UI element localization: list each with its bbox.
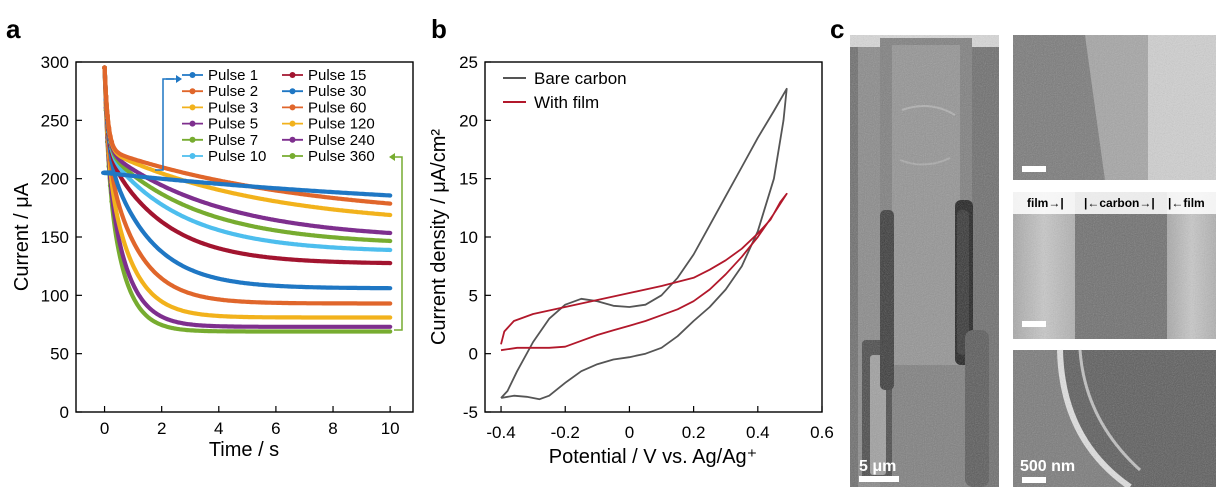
legend-marker bbox=[189, 88, 196, 95]
series-pulse-1 bbox=[100, 170, 393, 198]
legend-label: Pulse 30 bbox=[308, 83, 366, 100]
legend-label: Pulse 5 bbox=[208, 116, 258, 133]
chart-a-xtick-label: 2 bbox=[157, 419, 166, 438]
chart-b-xtick-label: 0 bbox=[625, 423, 634, 442]
legend-marker bbox=[289, 104, 296, 111]
series-pulse-3 bbox=[102, 65, 393, 218]
chart-a-ytick-label: 100 bbox=[41, 286, 69, 305]
chart-a-ytick-label: 50 bbox=[50, 345, 69, 364]
legend-label: Pulse 7 bbox=[208, 132, 258, 149]
legend-marker bbox=[289, 153, 296, 159]
chart-a-ylabel: Current / μA bbox=[11, 182, 33, 291]
series-marker bbox=[109, 170, 115, 176]
chart-a-ytick-label: 0 bbox=[60, 403, 69, 422]
sem-bottom-scalebar-label: 500 nm bbox=[1020, 458, 1075, 475]
sem-label-carbon: |←carbon→| bbox=[1084, 196, 1155, 210]
legend-label: With film bbox=[534, 93, 599, 112]
series-marker bbox=[105, 112, 110, 118]
panel-letter-a: a bbox=[6, 14, 21, 44]
legend-marker bbox=[289, 136, 296, 143]
sem-label-film-right: |←film bbox=[1168, 196, 1205, 210]
series-marker bbox=[102, 65, 107, 71]
chart-b-ytick-label: -5 bbox=[463, 403, 478, 422]
legend-label: Pulse 60 bbox=[308, 99, 366, 116]
sem-middle-image: film→| |←carbon→| |←film bbox=[1013, 192, 1216, 339]
series-marker bbox=[103, 93, 109, 99]
sem-main-image: 5 μm bbox=[850, 35, 999, 487]
chart-a-ytick-label: 200 bbox=[41, 170, 69, 189]
sem-label-film-left: film→| bbox=[1027, 196, 1064, 210]
legend-marker bbox=[289, 88, 296, 95]
legend-marker bbox=[189, 136, 196, 143]
legend-label: Pulse 240 bbox=[308, 132, 375, 149]
series-pulse-15 bbox=[102, 65, 393, 266]
sem-bottom-image: 500 nm bbox=[1013, 349, 1216, 487]
legend-label: Pulse 120 bbox=[308, 116, 375, 133]
series-pulse-120 bbox=[102, 65, 393, 320]
legend-label: Pulse 15 bbox=[308, 67, 366, 84]
chart-a-xtick-label: 10 bbox=[381, 419, 400, 438]
chart-b-xtick-label: -0.4 bbox=[486, 423, 515, 442]
legend-label: Pulse 3 bbox=[208, 99, 258, 116]
series-pulse-60 bbox=[102, 65, 393, 306]
series-pulse-10 bbox=[102, 65, 393, 253]
bracket-left-arrowhead bbox=[176, 75, 182, 83]
chart-b-ylabel: Current density / μA/cm² bbox=[428, 129, 450, 345]
legend-marker bbox=[189, 72, 196, 78]
chart-b-xtick-label: 0.4 bbox=[746, 423, 770, 442]
chart-b: -0.4 -0.2 0 0.2 0.4 0.6 -5 0 5 10 15 20 25 Bare carb… bbox=[428, 53, 834, 468]
series-pulse-7 bbox=[102, 65, 393, 244]
legend-label: Pulse 2 bbox=[208, 83, 258, 100]
chart-a-ytick-label: 150 bbox=[41, 228, 69, 247]
bracket-left bbox=[155, 78, 174, 171]
legend-label: Pulse 360 bbox=[308, 148, 375, 165]
chart-a-xtick-label: 4 bbox=[214, 419, 223, 438]
chart-a-xtick-label: 0 bbox=[100, 419, 109, 438]
chart-a-ytick-label: 250 bbox=[41, 111, 69, 130]
chart-b-xtick-label: 0.6 bbox=[810, 423, 834, 442]
panel-letter-b: b bbox=[431, 14, 447, 44]
sem-images: 5 μm film→| |←carbon→| |←film bbox=[850, 35, 1216, 487]
series-marker bbox=[107, 133, 113, 139]
chart-a-ytick-label: 300 bbox=[41, 53, 69, 72]
sem-main-scalebar-label: 5 μm bbox=[859, 458, 896, 475]
chart-b-xlabel: Potential / V vs. Ag/Ag⁺ bbox=[549, 446, 757, 468]
chart-b-ytick-label: 5 bbox=[469, 286, 478, 305]
series-pulse-360 bbox=[102, 65, 393, 334]
series-pulse-5 bbox=[102, 65, 393, 236]
legend-marker bbox=[189, 104, 196, 111]
chart-b-ytick-label: 0 bbox=[469, 345, 478, 364]
series-bare-carbon bbox=[500, 87, 788, 401]
chart-a-xtick-label: 6 bbox=[271, 419, 280, 438]
legend-label: Pulse 1 bbox=[208, 67, 258, 84]
chart-b-ytick-label: 15 bbox=[459, 170, 478, 189]
chart-a-xlabel: Time / s bbox=[209, 439, 279, 461]
chart-b-ytick-label: 10 bbox=[459, 228, 478, 247]
sem-top-image bbox=[1013, 35, 1216, 180]
panel-letter-c: c bbox=[830, 14, 844, 44]
series-marker bbox=[106, 125, 112, 131]
chart-b-ytick-label: 25 bbox=[459, 53, 478, 72]
series-marker bbox=[109, 139, 115, 145]
bracket-right bbox=[393, 156, 403, 331]
legend-label: Pulse 10 bbox=[208, 148, 266, 165]
legend-marker bbox=[289, 72, 296, 78]
chart-a-xtick-label: 8 bbox=[328, 419, 337, 438]
chart-b-ytick-label: 20 bbox=[459, 111, 478, 130]
bracket-right-arrowhead bbox=[389, 153, 395, 161]
chart-b-xtick-label: 0.2 bbox=[682, 423, 706, 442]
legend-marker bbox=[189, 120, 196, 127]
series-with-film bbox=[500, 192, 788, 352]
legend-marker bbox=[189, 153, 196, 159]
series-pulse-30 bbox=[102, 65, 393, 291]
legend-label: Bare carbon bbox=[534, 69, 627, 88]
legend-marker bbox=[289, 120, 296, 127]
series-pulse-240 bbox=[102, 65, 393, 329]
chart-b-xtick-label: -0.2 bbox=[551, 423, 580, 442]
